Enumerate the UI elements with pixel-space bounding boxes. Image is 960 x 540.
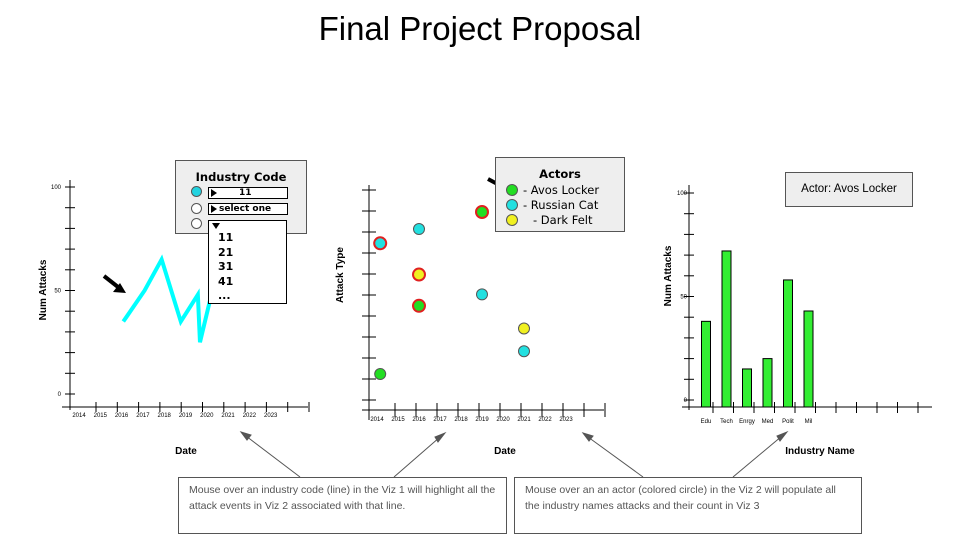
viz1-series-line[interactable] (121, 252, 224, 343)
viz3-y-tick-label: 100 (677, 191, 688, 197)
viz1-x-tick-label: 2016 (115, 413, 129, 419)
arrowhead-icon (239, 431, 252, 441)
viz2-x-label: Date (494, 446, 516, 457)
industry-radio-2[interactable] (191, 203, 202, 214)
actor-label[interactable]: - Russian Cat (523, 198, 599, 212)
actors-panel-title: Actors (539, 167, 581, 181)
actor-color-dot[interactable] (506, 184, 518, 196)
viz3-bar[interactable] (762, 358, 773, 408)
dropdown-option[interactable]: 11 (218, 231, 234, 244)
viz1-x-tick-label: 2020 (200, 413, 214, 419)
viz3-bar[interactable] (803, 310, 814, 408)
viz2-point[interactable] (412, 298, 426, 313)
viz1-x-tick-label: 2017 (136, 413, 150, 419)
viz2-x-tick-label: 2021 (517, 417, 531, 423)
viz2-point[interactable] (476, 288, 488, 301)
dropdown-option[interactable]: 31 (218, 260, 234, 273)
industry-radio-1[interactable] (191, 186, 202, 197)
industry-panel-title: Industry Code (195, 170, 287, 184)
viz2-point[interactable] (373, 236, 388, 251)
viz1-x-tick-label: 2015 (94, 413, 108, 419)
viz2-point[interactable] (518, 345, 530, 358)
actors-panel: Actors - Avos Locker - Russian Cat - Dark … (495, 157, 625, 232)
viz2-point[interactable] (475, 205, 489, 219)
industry-radio-3[interactable] (191, 218, 202, 229)
viz2-x-tick-label: 2020 (496, 417, 510, 423)
viz3-y-label: Num Attacks (663, 245, 674, 306)
viz2-x-tick-label: 2023 (559, 417, 573, 423)
viz1-x-tick-label: 2022 (243, 413, 257, 419)
viz3-x-tick-label: Med (762, 419, 774, 425)
actor-color-dot[interactable] (506, 214, 518, 226)
note-left: Mouse over an industry code (line) in th… (178, 477, 507, 534)
connector-arrow (587, 436, 644, 478)
industry-select-2[interactable]: select one (208, 203, 288, 215)
viz2-x-tick-label: 2014 (370, 417, 384, 423)
play-triangle-icon (211, 188, 217, 197)
viz3-bar[interactable] (721, 250, 732, 408)
actor-label[interactable]: - Avos Locker (523, 183, 600, 197)
industry-dropdown-list[interactable]: 11 21 31 41... (208, 220, 287, 304)
viz2-chart: 2014 2015 2016 2017 2018 2019 2020 2021 2022 2023… (335, 177, 606, 457)
viz1-chart: 100 50 0 2014 2015 2016 2017 2018 2019 2020 2021 2… (38, 180, 310, 457)
viz3-x-label: Industry Name (785, 446, 855, 457)
industry-select-1[interactable]: 11 (208, 187, 288, 199)
dropdown-triangle-icon (212, 223, 220, 229)
viz1-x-tick-label: 2018 (158, 413, 172, 419)
viz3-bar[interactable] (783, 279, 793, 408)
actor-color-dot[interactable] (506, 199, 518, 211)
viz3-x-tick-label: Edu (701, 419, 712, 425)
connector-arrow (393, 436, 441, 478)
viz2-point[interactable] (412, 267, 426, 282)
viz3-bar[interactable] (742, 368, 752, 408)
viz1-y-tick-label: 0 (58, 392, 62, 398)
viz1-x-tick-label: 2021 (221, 413, 235, 419)
arrowhead-icon (581, 432, 594, 442)
viz2-x-tick-label: 2015 (391, 417, 405, 423)
viz1-x-tick-label: 2019 (179, 413, 193, 419)
cursor-arrow-icon (102, 274, 126, 293)
page-title: Final Project Proposal (318, 10, 642, 47)
viz3-y-tick-label: 50 (680, 295, 687, 301)
play-triangle-icon (211, 204, 217, 213)
viz3-chart: 100 50 0 Edu Tech Enrgy Med Polit Mil Num Attac… (663, 185, 932, 457)
dropdown-option[interactable]: 41 (218, 274, 234, 288)
viz3-y-tick-label: 0 (684, 398, 688, 404)
actor-label[interactable]: - Dark Felt (533, 213, 593, 227)
viz2-y-label: Attack Type (335, 247, 346, 303)
viz2-x-tick-label: 2017 (433, 417, 447, 423)
viz1-y-label: Num Attacks (38, 259, 49, 320)
viz2-x-tick-label: 2022 (538, 417, 552, 423)
viz3-bar[interactable] (701, 320, 711, 408)
viz2-point[interactable] (518, 322, 530, 335)
actor-label-box: Actor: Avos Locker (785, 172, 913, 207)
viz2-x-tick-label: 2018 (454, 417, 468, 423)
viz1-y-tick-label: 100 (51, 185, 62, 191)
viz2-x-tick-label: 2019 (475, 417, 489, 423)
connector-arrow (732, 435, 783, 478)
connector-arrow (245, 435, 301, 478)
viz3-x-tick-label: Polit (782, 419, 794, 425)
viz2-x-tick-label: 2016 (412, 417, 426, 423)
arrowhead-icon (434, 431, 447, 443)
industry-select-2-value: select one (219, 204, 272, 214)
viz1-y-tick-label: 50 (54, 289, 61, 295)
viz1-x-label: Date (175, 446, 197, 457)
viz2-point[interactable] (374, 368, 387, 380)
viz3-x-tick-label: Tech (720, 419, 733, 425)
viz3-x-tick-label: Mil (805, 419, 813, 425)
viz1-x-tick-label: 2023 (264, 413, 278, 419)
industry-select-1-value: 11 (239, 188, 252, 198)
arrowhead-icon (776, 430, 789, 442)
viz3-x-tick-label: Enrgy (739, 419, 755, 425)
connector-arrows (239, 430, 789, 478)
viz1-x-tick-label: 2014 (72, 413, 86, 419)
viz2-point[interactable] (413, 223, 425, 236)
note-right: Mouse over an an actor (colored circle) … (514, 477, 862, 534)
dropdown-option[interactable]: 21 (218, 245, 234, 259)
dropdown-option[interactable]: ... (218, 289, 231, 302)
